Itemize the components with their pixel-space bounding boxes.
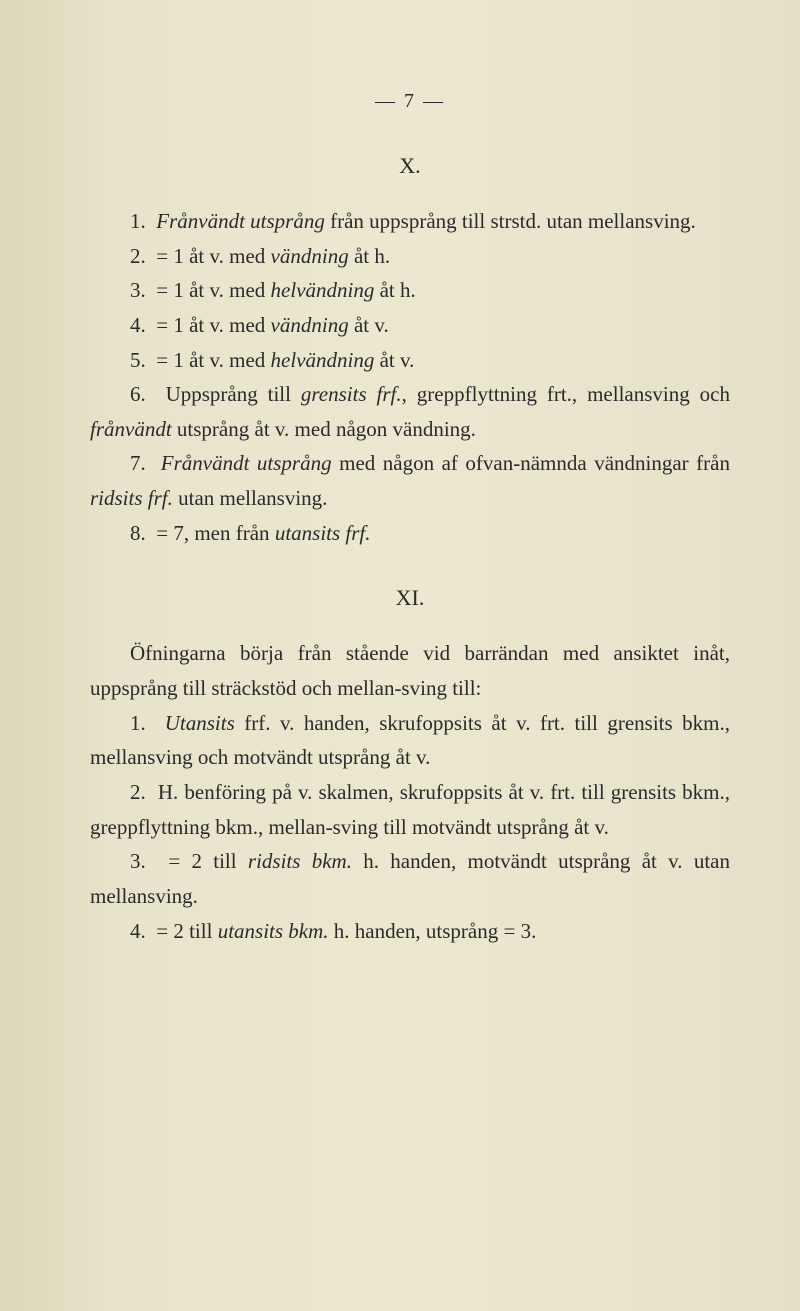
scanned-page: — 7 — X. 1. Frånvändt utsprång från upps…: [0, 0, 800, 1311]
section-xi-p1: 1. Utansits frf. v. handen, skrufoppsits…: [90, 706, 730, 775]
section-x-p5: 5. = 1 åt v. med helvändning åt v.: [90, 343, 730, 378]
section-xi-p2: 2. H. benföring på v. skalmen, skrufopps…: [90, 775, 730, 844]
section-x-p8: 8. = 7, men från utansits frf.: [90, 516, 730, 551]
section-x-p2: 2. = 1 åt v. med vändning åt h.: [90, 239, 730, 274]
section-xi-p0: Öfningarna börja från stående vid barrän…: [90, 636, 730, 705]
section-x-p6: 6. Uppsprång till grensits frf., greppfl…: [90, 377, 730, 446]
section-x-p4: 4. = 1 åt v. med vändning åt v.: [90, 308, 730, 343]
section-x-p1: 1. Frånvändt utsprång från uppsprång til…: [90, 204, 730, 239]
section-xi-heading: XI.: [90, 585, 730, 611]
section-xi-p3: 3. = 2 till ridsits bkm. h. handen, motv…: [90, 844, 730, 913]
section-x-p3: 3. = 1 åt v. med helvändning åt h.: [90, 273, 730, 308]
section-x-heading: X.: [90, 153, 730, 179]
page-number: — 7 —: [90, 90, 730, 113]
section-x-p7: 7. Frånvändt utsprång med någon af ofvan…: [90, 446, 730, 515]
section-xi-p4: 4. = 2 till utansits bkm. h. handen, uts…: [90, 914, 730, 949]
